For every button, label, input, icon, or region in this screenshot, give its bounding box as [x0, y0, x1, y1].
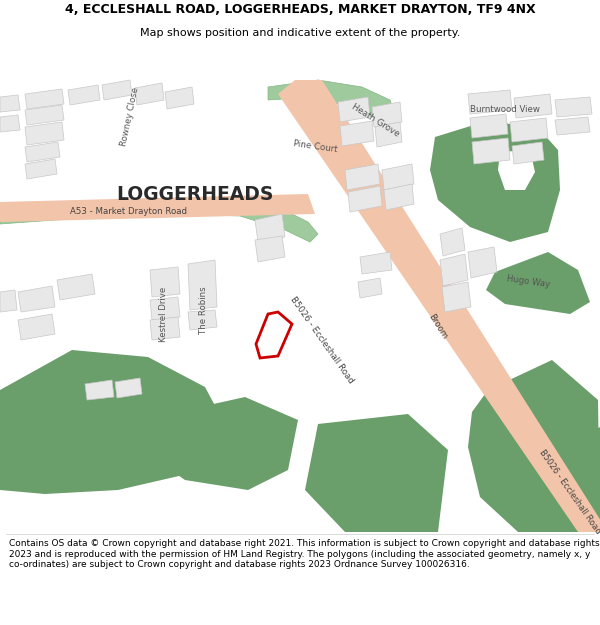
Polygon shape [338, 97, 370, 122]
Polygon shape [430, 120, 560, 242]
Polygon shape [0, 194, 315, 222]
Polygon shape [510, 118, 548, 142]
Polygon shape [472, 138, 510, 164]
Polygon shape [305, 414, 448, 532]
Text: Pine Court: Pine Court [292, 139, 338, 154]
Polygon shape [384, 184, 414, 210]
Text: Heath Grove: Heath Grove [350, 102, 400, 138]
Polygon shape [512, 142, 544, 164]
Polygon shape [25, 159, 57, 179]
Polygon shape [498, 150, 535, 190]
Polygon shape [358, 278, 382, 298]
Text: The Robins: The Robins [199, 286, 208, 334]
Polygon shape [25, 89, 64, 109]
Polygon shape [375, 122, 402, 147]
Polygon shape [470, 114, 508, 138]
Polygon shape [188, 310, 217, 330]
Polygon shape [0, 95, 20, 112]
Polygon shape [255, 236, 285, 262]
Text: 4, ECCLESHALL ROAD, LOGGERHEADS, MARKET DRAYTON, TF9 4NX: 4, ECCLESHALL ROAD, LOGGERHEADS, MARKET … [65, 2, 535, 16]
Polygon shape [25, 142, 60, 162]
Text: A53 - Market Drayton Road: A53 - Market Drayton Road [70, 208, 187, 216]
Polygon shape [115, 378, 142, 398]
Polygon shape [360, 252, 392, 274]
Polygon shape [514, 94, 552, 118]
Text: Map shows position and indicative extent of the property.: Map shows position and indicative extent… [140, 28, 460, 38]
Polygon shape [555, 427, 600, 532]
Polygon shape [152, 397, 298, 490]
Polygon shape [340, 121, 374, 146]
Polygon shape [165, 87, 194, 109]
Polygon shape [18, 314, 55, 340]
Polygon shape [440, 228, 465, 256]
Polygon shape [468, 360, 600, 532]
Polygon shape [135, 83, 164, 105]
Polygon shape [85, 380, 114, 400]
Polygon shape [382, 164, 414, 190]
Text: B5026 - Eccleshall Road: B5026 - Eccleshall Road [289, 295, 355, 385]
Polygon shape [102, 80, 132, 100]
Polygon shape [486, 252, 590, 314]
Polygon shape [0, 350, 228, 494]
Polygon shape [57, 274, 95, 300]
Text: Burntwood View: Burntwood View [470, 106, 540, 114]
Text: B5026 - Eccleshall Road: B5026 - Eccleshall Road [538, 448, 600, 536]
Polygon shape [558, 437, 600, 532]
Polygon shape [0, 202, 318, 242]
Polygon shape [0, 115, 20, 132]
Text: Hugo Way: Hugo Way [506, 274, 550, 289]
Polygon shape [255, 214, 285, 242]
Polygon shape [345, 164, 380, 190]
Polygon shape [25, 105, 64, 125]
Polygon shape [440, 254, 468, 286]
Polygon shape [0, 42, 600, 532]
Polygon shape [468, 247, 497, 278]
Polygon shape [555, 97, 592, 117]
Text: LOGGERHEADS: LOGGERHEADS [116, 184, 274, 204]
Polygon shape [372, 102, 402, 127]
Polygon shape [442, 282, 471, 312]
Text: Broom: Broom [427, 312, 449, 341]
Polygon shape [188, 260, 217, 310]
Polygon shape [278, 80, 600, 532]
Polygon shape [468, 90, 512, 114]
Polygon shape [268, 80, 395, 120]
Polygon shape [0, 290, 17, 312]
Polygon shape [25, 122, 64, 145]
Polygon shape [18, 286, 55, 312]
Text: Kestrel Drive: Kestrel Drive [158, 286, 167, 342]
Text: Contains OS data © Crown copyright and database right 2021. This information is : Contains OS data © Crown copyright and d… [9, 539, 599, 569]
Text: Rowney Close: Rowney Close [119, 87, 140, 148]
Polygon shape [150, 267, 180, 297]
Polygon shape [555, 117, 590, 135]
Polygon shape [68, 85, 100, 105]
Polygon shape [150, 297, 180, 320]
Polygon shape [348, 186, 382, 212]
Polygon shape [150, 317, 180, 340]
